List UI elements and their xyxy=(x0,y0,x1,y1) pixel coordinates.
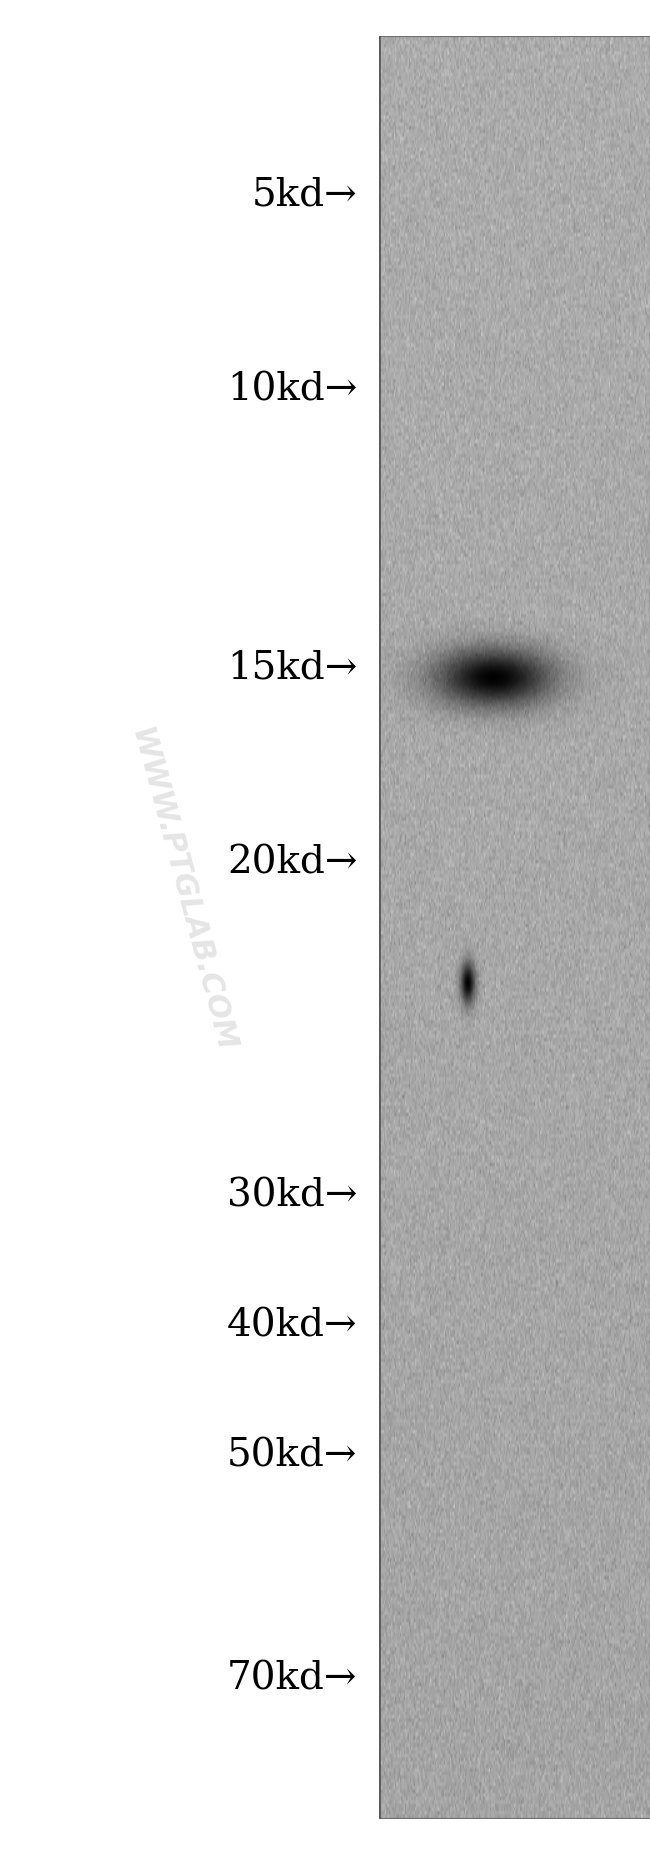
Text: 10kd→: 10kd→ xyxy=(227,371,358,408)
Text: WWW.PTGLAB.COM: WWW.PTGLAB.COM xyxy=(125,725,239,1055)
Text: 20kd→: 20kd→ xyxy=(227,844,358,881)
Text: 5kd→: 5kd→ xyxy=(252,176,358,213)
Text: 30kd→: 30kd→ xyxy=(227,1178,358,1215)
FancyBboxPatch shape xyxy=(380,37,650,1818)
Text: 40kd→: 40kd→ xyxy=(227,1308,358,1345)
Text: 70kd→: 70kd→ xyxy=(227,1660,358,1697)
Text: 15kd→: 15kd→ xyxy=(227,649,358,686)
Text: 50kd→: 50kd→ xyxy=(227,1438,358,1475)
